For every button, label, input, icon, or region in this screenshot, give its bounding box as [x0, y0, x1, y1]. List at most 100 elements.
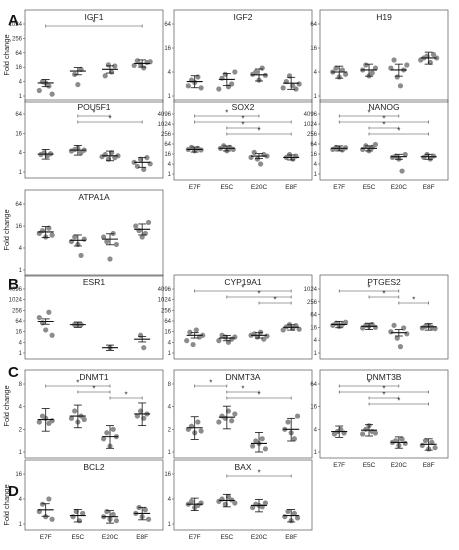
data-point	[78, 252, 84, 259]
y-tick-label: 4096	[158, 287, 172, 293]
panel-ptges2: PTGES2 1 4 16 64 256 1024 * * *	[304, 274, 449, 360]
data-point	[291, 436, 297, 442]
y-tick-label: 1	[168, 94, 172, 100]
data-point	[110, 511, 116, 518]
significance-bracket: *	[226, 121, 260, 130]
data-point	[343, 145, 349, 151]
data-point	[43, 514, 49, 520]
significance-bracket: *	[368, 397, 429, 406]
data-point	[133, 223, 139, 229]
y-tick-label: 1	[314, 351, 318, 357]
y-tick-label: 64	[15, 112, 22, 118]
section-label-a: A	[8, 12, 19, 29]
panel-pou5f1: POU5F1 1 4 16 64 * *	[15, 99, 164, 179]
y-tick-label: 1	[314, 172, 318, 178]
data-point	[282, 514, 288, 520]
y-tick-label: 64	[164, 142, 171, 148]
y-tick-label: 16	[15, 131, 22, 137]
data-point	[285, 419, 291, 425]
significance-star: *	[225, 109, 228, 118]
significance-star: *	[257, 469, 260, 478]
y-tick-label: 2	[19, 427, 23, 433]
significance-bracket: *	[368, 391, 400, 400]
panel-frame	[319, 369, 449, 459]
significance-bracket: *	[338, 385, 429, 394]
y-tick-label: 1	[168, 450, 172, 456]
data-point	[258, 161, 264, 167]
panel-frame	[24, 369, 164, 459]
data-point	[339, 67, 345, 73]
data-point	[190, 341, 196, 348]
data-point	[46, 309, 52, 315]
panel-title: DNMT3A	[226, 372, 261, 382]
data-point	[294, 515, 301, 521]
x-category-label: E7F	[40, 534, 52, 541]
y-tick-label: 1024	[304, 287, 318, 293]
panel-dnmt3a: DNMT3A 1 2 4 8 * * *	[168, 369, 313, 459]
data-point	[43, 327, 49, 333]
significance-bracket: *	[398, 296, 429, 305]
data-point	[232, 411, 238, 417]
data-point	[259, 65, 265, 71]
y-tick-label: 4	[19, 340, 23, 346]
data-point	[230, 146, 236, 153]
significance-star: *	[382, 115, 385, 124]
data-point	[296, 326, 302, 332]
panel-frame	[173, 369, 313, 459]
data-point	[232, 500, 238, 506]
y-tick-label: 64	[15, 319, 22, 325]
x-category-label: E5C	[72, 534, 85, 541]
significance-bracket: *	[338, 284, 400, 293]
significance-bracket: *	[338, 115, 429, 124]
significance-bracket: *	[77, 109, 111, 118]
significance-bracket: *	[368, 121, 400, 130]
panel-title: DNMT1	[79, 372, 109, 382]
significance-star: *	[367, 379, 370, 388]
y-tick-label: 4	[168, 162, 172, 168]
significance-bracket: *	[226, 290, 292, 299]
data-point	[104, 238, 110, 245]
panel-igf1: IGF1 1 4 16 64 256 1024 *	[9, 9, 164, 103]
data-point	[107, 256, 113, 262]
y-tick-label: 1024	[304, 122, 318, 128]
panel-title: CYP19A1	[224, 277, 262, 287]
data-point	[391, 57, 397, 63]
y-tick-label: 256	[161, 132, 172, 138]
panel-title: H19	[376, 12, 392, 22]
y-tick-label: 256	[12, 36, 23, 42]
y-tick-label: 16	[310, 152, 317, 158]
significance-star: *	[274, 296, 277, 305]
data-point	[144, 155, 150, 161]
y-tick-label: 64	[310, 22, 317, 28]
data-point	[72, 408, 78, 414]
y-tick-label: 1024	[9, 298, 23, 304]
data-point	[264, 333, 270, 339]
data-point	[110, 426, 116, 432]
y-tick-label: 4	[168, 340, 172, 346]
panel-frame	[24, 99, 164, 179]
data-point	[372, 141, 379, 148]
data-point	[131, 62, 137, 69]
y-tick-label: 256	[307, 300, 318, 306]
y-tick-label: 1	[19, 522, 23, 528]
data-point	[399, 436, 405, 442]
data-point	[232, 334, 238, 340]
panel-frame	[173, 9, 313, 103]
panel-frame	[319, 274, 449, 360]
data-point	[187, 329, 193, 335]
significance-star: *	[412, 296, 415, 305]
data-point	[429, 439, 435, 445]
data-point	[185, 83, 191, 89]
significance-star: *	[257, 127, 260, 136]
panel-title: PTGES2	[367, 277, 401, 287]
significance-bracket: *	[338, 379, 400, 388]
y-tick-label: 16	[310, 405, 317, 411]
data-point	[250, 443, 256, 449]
data-point	[184, 338, 190, 344]
panel-title: BAX	[234, 462, 251, 472]
significance-star: *	[92, 19, 95, 28]
section-labels: A B C D	[8, 12, 19, 500]
data-point	[145, 516, 152, 522]
y-axis-label: Fold change	[2, 34, 11, 75]
